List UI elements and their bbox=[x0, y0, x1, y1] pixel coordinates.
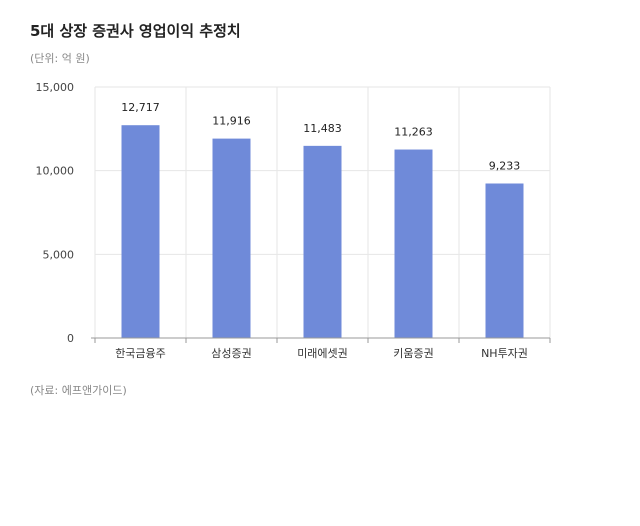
x-axis-labels: 한국금융주 삼성증권 미래에셋권 키움증권 NH투자권 bbox=[115, 347, 528, 360]
y-tick-label: 15,000 bbox=[36, 81, 75, 94]
x-category-label: 삼성증권 bbox=[211, 347, 251, 360]
bar bbox=[212, 138, 251, 338]
y-axis-labels: 0 5,000 10,000 15,000 bbox=[36, 81, 75, 345]
bar bbox=[303, 145, 342, 338]
y-tick-label: 5,000 bbox=[43, 248, 75, 261]
unit-note: (단위: 억 원) bbox=[30, 52, 90, 65]
bar bbox=[121, 125, 160, 338]
grid-lines bbox=[94, 86, 551, 338]
data-labels: 12,717 11,916 11,483 11,263 9,233 bbox=[121, 101, 520, 172]
x-category-label: 키움증권 bbox=[393, 347, 433, 360]
data-label: 11,263 bbox=[394, 126, 433, 139]
x-category-label: 미래에셋권 bbox=[297, 347, 348, 360]
chart-title: 5대 상장 증권사 영업이익 추정치 bbox=[30, 22, 241, 40]
data-label: 9,233 bbox=[489, 160, 521, 173]
bar bbox=[485, 183, 524, 338]
x-category-label: 한국금융주 bbox=[115, 347, 166, 360]
bar bbox=[394, 149, 433, 338]
y-tick-label: 0 bbox=[67, 332, 74, 345]
x-axis bbox=[91, 337, 551, 343]
source-note: (자료: 에프앤가이드) bbox=[30, 384, 127, 397]
data-label: 12,717 bbox=[121, 101, 160, 114]
y-tick-label: 10,000 bbox=[36, 165, 75, 178]
bars bbox=[121, 125, 524, 338]
x-category-label: NH투자권 bbox=[481, 347, 528, 360]
data-label: 11,916 bbox=[212, 115, 251, 128]
data-label: 11,483 bbox=[303, 122, 342, 135]
